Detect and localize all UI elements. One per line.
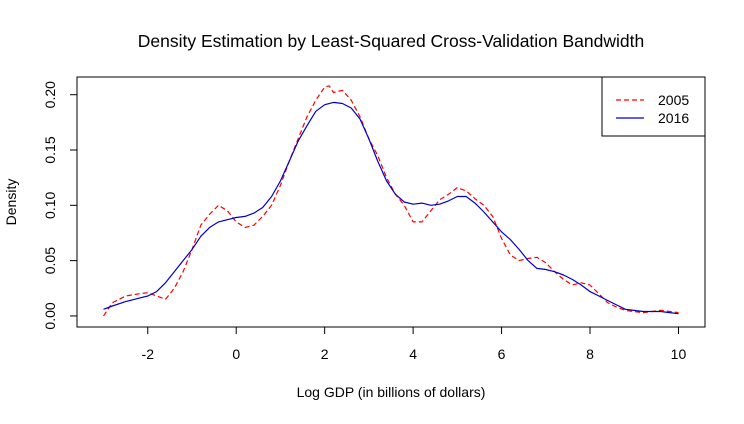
x-tick-label: 6 — [498, 346, 506, 362]
x-axis: -2 0 2 4 6 8 10 — [142, 326, 687, 362]
x-tick-label: -2 — [142, 346, 155, 362]
legend-box — [601, 76, 706, 137]
series-line-2005 — [103, 85, 679, 317]
y-tick-label: 0.15 — [42, 136, 58, 163]
y-tick-label: 0.05 — [42, 247, 58, 274]
x-tick-label: 2 — [321, 346, 329, 362]
legend: 2005 2016 — [601, 76, 706, 137]
x-tick-label: 0 — [232, 346, 240, 362]
y-tick-label: 0.00 — [42, 302, 58, 329]
x-tick-label: 4 — [409, 346, 417, 362]
x-tick-label: 10 — [671, 346, 687, 362]
y-tick-label: 0.20 — [42, 81, 58, 108]
series-layer — [103, 85, 679, 317]
legend-label-2016: 2016 — [658, 110, 689, 126]
y-axis-label: Density — [3, 179, 19, 226]
x-tick-label: 8 — [586, 346, 594, 362]
series-line-2016 — [103, 101, 679, 315]
x-axis-label: Log GDP (in billions of dollars) — [297, 384, 486, 400]
y-tick-label: 0.10 — [42, 191, 58, 218]
y-axis: 0.00 0.05 0.10 0.15 0.20 — [42, 81, 78, 330]
chart-title: Density Estimation by Least-Squared Cros… — [138, 31, 644, 51]
legend-label-2005: 2005 — [658, 92, 689, 108]
